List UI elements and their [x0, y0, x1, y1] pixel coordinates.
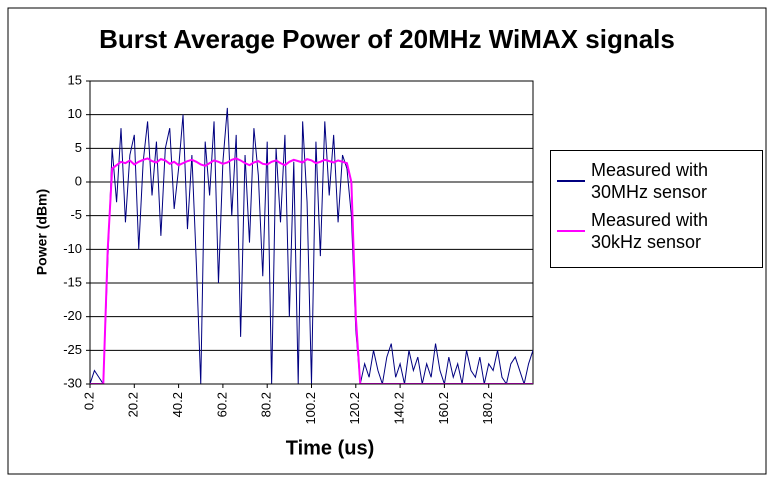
chart-title: Burst Average Power of 20MHz WiMAX signa… [99, 24, 675, 54]
x-tick-label: 60.2 [214, 392, 229, 417]
y-tick-label: -30 [63, 375, 82, 390]
y-tick-label: 15 [68, 72, 82, 87]
x-tick-label: 120.2 [347, 392, 362, 425]
legend-item: Measured with 30kHz sensor [557, 209, 756, 253]
y-tick-label: 0 [75, 173, 82, 188]
legend-swatch [557, 180, 585, 182]
x-tick-label: 80.2 [259, 392, 274, 417]
y-tick-label: -25 [63, 342, 82, 357]
y-tick-label: 5 [75, 140, 82, 155]
legend-swatch [557, 230, 585, 232]
y-tick-label: -5 [70, 207, 82, 222]
x-tick-label: 140.2 [392, 392, 407, 425]
legend: Measured with 30MHz sensor Measured with … [550, 150, 763, 268]
x-tick-label: 100.2 [303, 392, 318, 425]
y-tick-label: 10 [68, 106, 82, 121]
series-line [90, 157, 533, 384]
legend-label: Measured with 30kHz sensor [591, 210, 709, 252]
plot-area [89, 80, 534, 385]
x-tick-label: 160.2 [436, 392, 451, 425]
y-tick-label: -10 [63, 241, 82, 256]
x-axis-label: Time (us) [286, 437, 375, 459]
legend-label: Measured with 30MHz sensor [591, 160, 709, 202]
x-tick-label: 40.2 [170, 392, 185, 417]
y-axis-label: Power (dBm) [34, 189, 50, 275]
series-line [90, 107, 533, 384]
y-tick-label: -20 [63, 308, 82, 323]
y-tick-label: -15 [63, 274, 82, 289]
x-tick-label: 20.2 [126, 392, 141, 417]
x-tick-label: 0.2 [81, 392, 96, 410]
legend-item: Measured with 30MHz sensor [557, 159, 756, 203]
x-tick-label: 180.2 [480, 392, 495, 425]
